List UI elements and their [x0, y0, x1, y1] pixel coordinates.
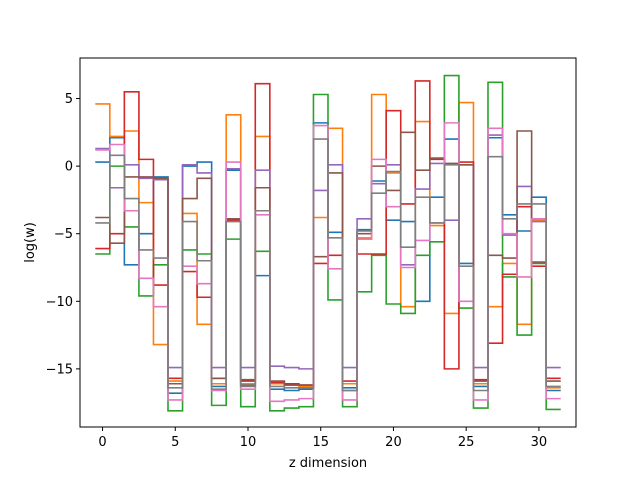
series-line-8: [95, 138, 561, 392]
plot-frame: [79, 57, 577, 428]
y-tick-label: −5: [54, 227, 73, 242]
x-tick-label: 25: [458, 435, 475, 450]
y-tick-label: 5: [65, 92, 73, 107]
x-tick-label: 20: [385, 435, 402, 450]
y-axis-label: log(w): [23, 222, 38, 263]
y-tick-label: 0: [65, 160, 73, 175]
x-tick-label: 0: [98, 435, 106, 450]
x-tick-label: 10: [240, 435, 257, 450]
x-axis-label: z dimension: [289, 456, 367, 471]
x-tick-label: 5: [171, 435, 179, 450]
x-tick-label: 30: [531, 435, 548, 450]
y-tick-label: −15: [46, 362, 73, 377]
series-layer: [95, 74, 561, 412]
x-axis: 0 5 10 15 20 25 30: [98, 427, 547, 450]
y-axis: −15 −10 −5 0 5: [46, 92, 80, 377]
x-tick-label: 15: [312, 435, 329, 450]
y-tick-label: −10: [46, 295, 73, 310]
